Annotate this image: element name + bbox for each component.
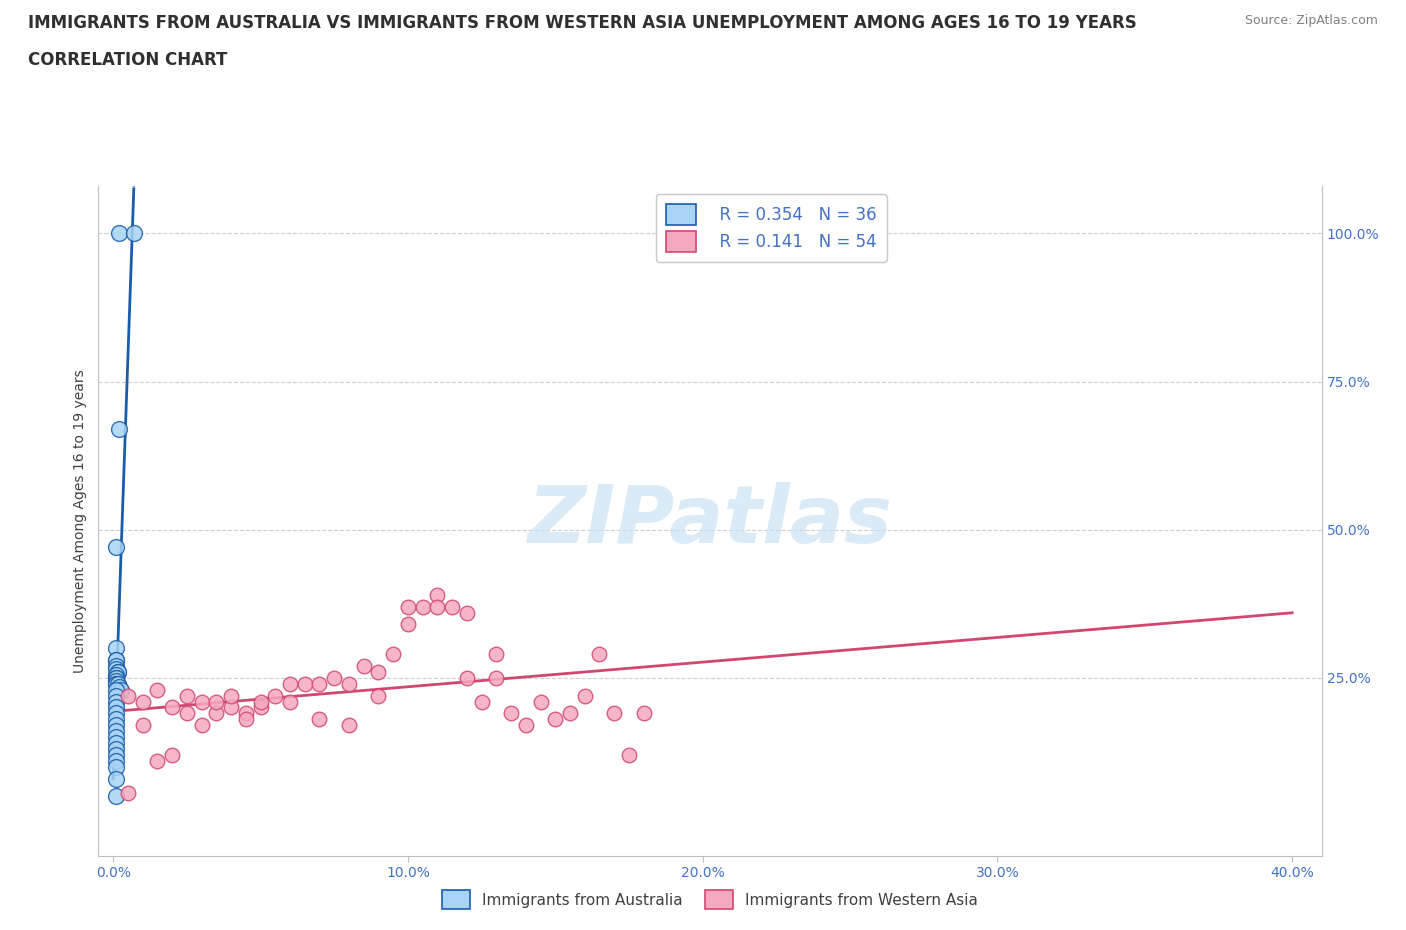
- Point: [471, 694, 494, 709]
- Point: [485, 671, 508, 685]
- Point: [105, 661, 128, 676]
- Point: [278, 694, 301, 709]
- Point: [235, 706, 257, 721]
- Point: [485, 646, 508, 661]
- Point: [337, 718, 360, 733]
- Point: [294, 676, 316, 691]
- Point: [249, 694, 271, 709]
- Point: [499, 706, 522, 721]
- Point: [205, 706, 228, 721]
- Point: [441, 599, 464, 614]
- Point: [105, 736, 128, 751]
- Point: [117, 786, 139, 801]
- Point: [264, 688, 287, 703]
- Point: [105, 706, 128, 721]
- Point: [105, 671, 128, 685]
- Point: [382, 646, 405, 661]
- Point: [107, 664, 129, 679]
- Point: [308, 711, 330, 726]
- Point: [353, 658, 375, 673]
- Point: [588, 646, 610, 661]
- Point: [105, 711, 128, 726]
- Point: [176, 688, 198, 703]
- Point: [426, 599, 449, 614]
- Point: [105, 671, 128, 685]
- Point: [323, 671, 346, 685]
- Point: [105, 676, 128, 691]
- Point: [105, 700, 128, 715]
- Point: [205, 694, 228, 709]
- Point: [515, 718, 537, 733]
- Point: [456, 671, 478, 685]
- Point: [105, 653, 128, 668]
- Point: [529, 694, 551, 709]
- Point: [105, 683, 128, 698]
- Point: [105, 730, 128, 745]
- Point: [190, 694, 212, 709]
- Point: [105, 789, 128, 804]
- Point: [633, 706, 655, 721]
- Point: [105, 694, 128, 709]
- Point: [105, 748, 128, 763]
- Point: [219, 688, 242, 703]
- Point: [367, 664, 389, 679]
- Point: [603, 706, 626, 721]
- Point: [105, 668, 128, 683]
- Point: [574, 688, 596, 703]
- Point: [105, 641, 128, 656]
- Point: [337, 676, 360, 691]
- Point: [131, 718, 153, 733]
- Point: [107, 676, 129, 691]
- Point: [105, 718, 128, 733]
- Y-axis label: Unemployment Among Ages 16 to 19 years: Unemployment Among Ages 16 to 19 years: [73, 369, 87, 672]
- Point: [108, 679, 131, 694]
- Point: [105, 653, 128, 668]
- Point: [160, 700, 183, 715]
- Point: [176, 706, 198, 721]
- Point: [367, 688, 389, 703]
- Point: [105, 759, 128, 774]
- Point: [105, 658, 128, 673]
- Point: [117, 688, 139, 703]
- Point: [617, 748, 640, 763]
- Point: [235, 711, 257, 726]
- Point: [160, 748, 183, 763]
- Point: [190, 718, 212, 733]
- Point: [105, 676, 128, 691]
- Point: [558, 706, 581, 721]
- Legend: Immigrants from Australia, Immigrants from Western Asia: Immigrants from Australia, Immigrants fr…: [436, 884, 984, 915]
- Point: [105, 688, 128, 703]
- Point: [107, 664, 129, 679]
- Point: [108, 226, 131, 241]
- Point: [426, 588, 449, 603]
- Point: [146, 683, 169, 698]
- Point: [122, 226, 145, 241]
- Point: [105, 771, 128, 786]
- Point: [412, 599, 434, 614]
- Point: [105, 753, 128, 768]
- Point: [219, 700, 242, 715]
- Point: [456, 605, 478, 620]
- Point: [308, 676, 330, 691]
- Point: [105, 540, 128, 555]
- Point: [544, 711, 567, 726]
- Point: [105, 724, 128, 738]
- Point: [105, 741, 128, 756]
- Point: [105, 673, 128, 688]
- Point: [249, 700, 271, 715]
- Text: Source: ZipAtlas.com: Source: ZipAtlas.com: [1244, 14, 1378, 27]
- Point: [396, 599, 419, 614]
- Point: [396, 618, 419, 632]
- Point: [131, 694, 153, 709]
- Point: [146, 753, 169, 768]
- Point: [110, 683, 132, 698]
- Text: CORRELATION CHART: CORRELATION CHART: [28, 51, 228, 69]
- Text: IMMIGRANTS FROM AUSTRALIA VS IMMIGRANTS FROM WESTERN ASIA UNEMPLOYMENT AMONG AGE: IMMIGRANTS FROM AUSTRALIA VS IMMIGRANTS …: [28, 14, 1137, 32]
- Text: ZIPatlas: ZIPatlas: [527, 482, 893, 560]
- Point: [278, 676, 301, 691]
- Point: [108, 421, 131, 436]
